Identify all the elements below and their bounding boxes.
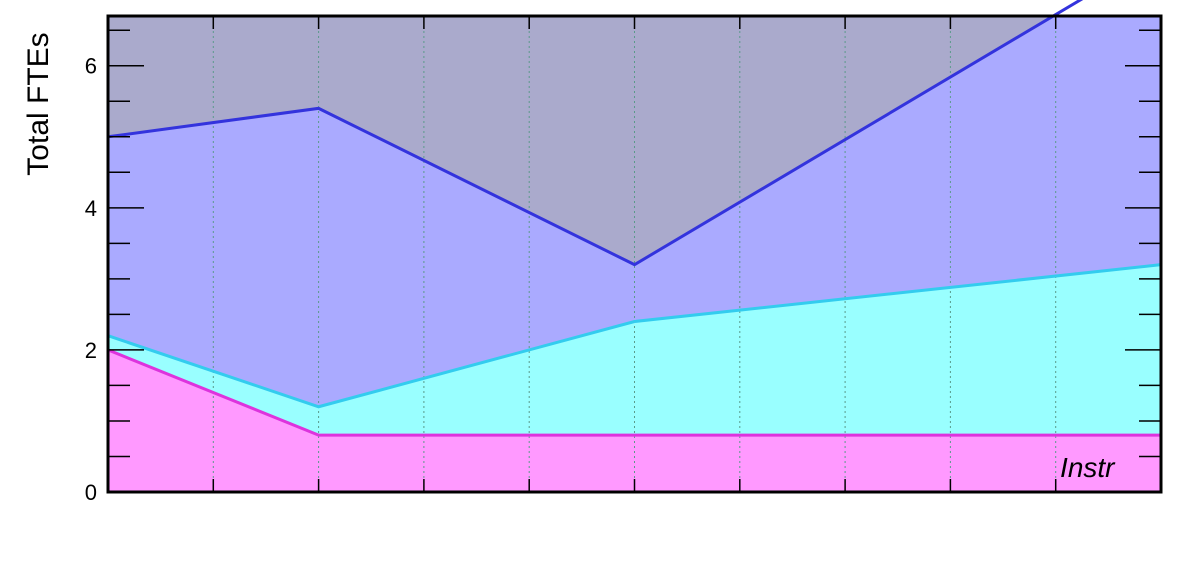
series-line-2: [107, 263, 1162, 409]
plot-frame: [106, 14, 1163, 494]
series-line-3: [107, 0, 1084, 267]
y-tick-label: 6: [85, 54, 97, 79]
area-band-1: [108, 349, 1161, 492]
y-axis-label: Total FTEs: [22, 32, 55, 175]
y-tick-label: 0: [85, 480, 97, 505]
y-tick-label: 2: [85, 338, 97, 363]
series-line-1: [107, 348, 1161, 437]
area-band-3: [108, 16, 1161, 407]
series-annotation: Instr: [1060, 452, 1116, 483]
y-tick-label: 4: [85, 196, 97, 221]
